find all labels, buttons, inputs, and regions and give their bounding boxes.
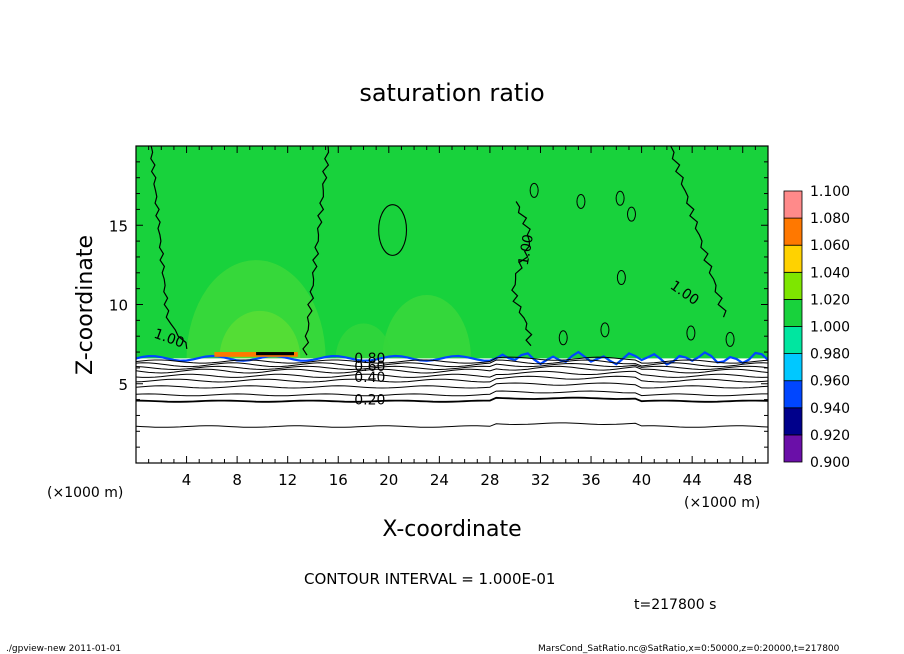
closed-contour [576,193,586,209]
contour-line [135,356,769,364]
colorbar-label: 0.920 [810,428,850,444]
contour-lines [135,145,769,428]
x-tick-label: 28 [480,471,499,489]
x-unit-label: (×1000 m) [684,495,760,511]
contour-line [135,362,769,371]
y-tick-label: 10 [109,297,128,315]
colorbar-label: 0.980 [810,347,850,363]
closed-contour [626,206,636,222]
x-tick-label: 4 [182,471,192,489]
x-tick-label: 8 [232,471,242,489]
colorbar-swatch [783,271,803,300]
x-tick-label: 40 [632,471,651,489]
contour-line [135,382,769,389]
colorbar: 0.900 0.920 0.940 0.960 0.980 1.000 1.020 1.040… [783,184,850,471]
colorbar-swatch [783,190,803,219]
x-tick-label: 36 [581,471,600,489]
contour-label: 0.80 [354,351,385,367]
colorbar-swatch [783,244,803,273]
y-tick-label: 15 [109,217,128,235]
contour-line [670,145,727,318]
x-axis-ticks: 4 8 12 16 20 24 28 32 36 40 44 48 [148,146,756,489]
colorbar-swatch [783,353,803,382]
closed-contour [616,270,626,286]
supersaturated-core [256,352,294,356]
z-unit-label: (×1000 m) [47,485,123,501]
contour-line [135,390,768,397]
chart-title: saturation ratio [359,79,544,107]
x-tick-label: 32 [531,471,550,489]
contour-label: 0.20 [354,392,385,408]
colorbar-label: 0.900 [810,455,850,471]
colorbar-swatch [783,217,803,246]
colorbar-label: 1.020 [810,292,850,308]
y-axis-ticks: 5 10 15 [109,161,768,448]
y-tick-label: 5 [118,376,128,394]
x-tick-label: 44 [683,471,702,489]
contour-line [135,359,769,368]
colorbar-swatch [783,326,803,355]
closed-contour [529,182,539,198]
colorbar-swatch [783,298,803,327]
x-tick-label: 48 [733,471,752,489]
x-tick-label: 20 [379,471,398,489]
contour-line [135,370,769,378]
contour-labels: 1.001.001.000.800.600.400.20 [152,233,702,408]
time-label: t=217800 s [634,597,716,613]
closed-contour [615,190,625,206]
closed-contour [558,330,568,346]
colorbar-label: 1.060 [810,238,850,254]
contour-line [302,145,330,356]
colorbar-label: 1.040 [810,265,850,281]
contour-label: 0.40 [354,370,385,386]
colorbar-label: 0.940 [810,401,850,417]
contour-line [511,201,533,347]
field-layers [135,260,769,463]
contour-interval-text: CONTOUR INTERVAL = 1.000E-01 [304,570,555,588]
x-tick-label: 24 [430,471,449,489]
contour-label: 1.00 [516,233,537,266]
contour-line [150,145,188,349]
x-tick-label: 12 [278,471,297,489]
x-tick-label: 16 [329,471,348,489]
subsaturated-region [136,358,768,463]
colorbar-swatch [783,407,803,436]
colorbar-swatch [783,380,803,409]
footer-right-text: MarsCond_SatRatio.nc@SatRatio,x=0:50000,… [538,644,840,654]
saturation-boundary-line [135,350,769,366]
contour-line [135,422,769,428]
contour-line [135,375,769,383]
y-axis-label: Z-coordinate [73,235,98,375]
colorbar-swatch [783,434,803,463]
footer-left-text: ./gpview-new 2011-01-01 [6,644,121,654]
colorbar-label: 1.000 [810,320,850,336]
closed-contour [725,331,735,347]
contour-line [135,365,769,374]
colorbar-label: 1.080 [810,211,850,227]
closed-contour [378,204,408,256]
closed-contour [686,325,696,341]
contour-line [135,396,769,403]
plot-area: 1.001.001.000.800.600.400.20 4 8 12 16 20 24 2… [109,145,769,489]
x-axis-label: X-coordinate [382,517,521,542]
colorbar-label: 0.960 [810,374,850,390]
colorbar-label: 1.100 [810,184,850,200]
closed-contour [600,322,610,338]
contour-label: 0.60 [354,359,385,375]
